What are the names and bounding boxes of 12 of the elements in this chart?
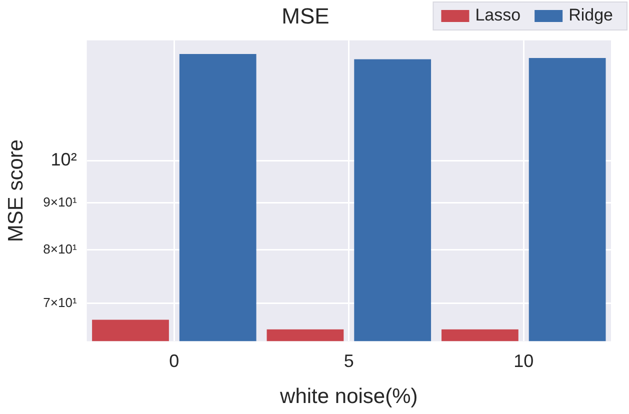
x-tick-label: 10 — [514, 350, 534, 371]
y-tick-label: 8×10¹ — [43, 242, 78, 257]
y-tick-label: 9×10¹ — [43, 194, 78, 210]
legend-label: Lasso — [475, 6, 521, 25]
x-axis-title: white noise(%) — [279, 385, 418, 408]
y-tick-label: 10² — [50, 150, 77, 170]
x-tick-label: 5 — [344, 350, 354, 371]
y-axis-title: MSE score — [4, 139, 28, 242]
legend-label: Ridge — [568, 6, 614, 25]
y-tick-label: 7×10¹ — [43, 295, 78, 310]
x-tick-label: 0 — [169, 350, 180, 371]
chart-title: MSE — [282, 3, 330, 28]
